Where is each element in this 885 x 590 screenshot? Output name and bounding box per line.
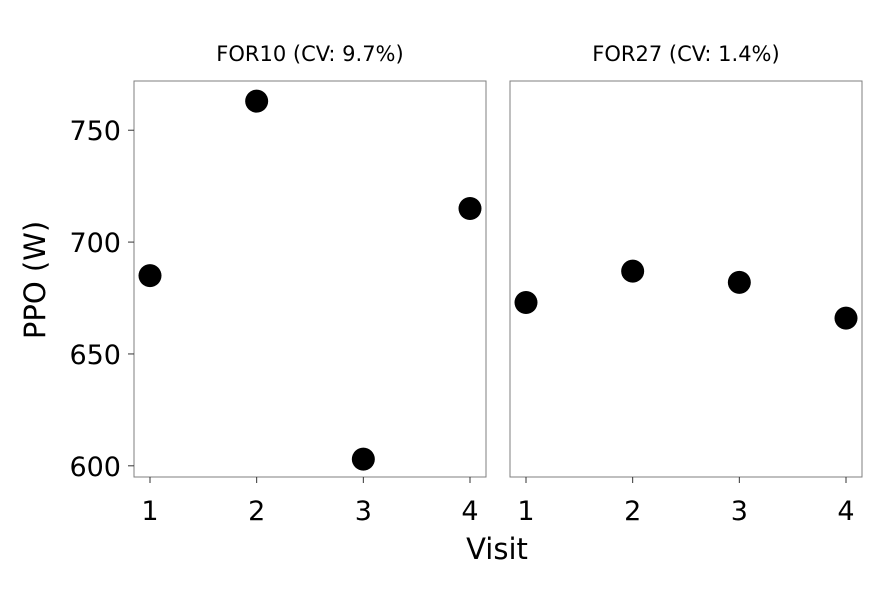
y-tick-label: 600 [69,452,121,483]
y-tick-label: 700 [69,228,121,259]
x-tick-label: 4 [461,496,478,527]
panel-border [509,80,863,478]
x-axis-title: Visit [466,532,528,566]
data-point [514,290,538,314]
facet-panel-1: FOR10 (CV: 9.7%) 1 2 3 4 600 650 700 750 [69,42,487,527]
x-tick-label: 1 [517,496,534,527]
panel-title: FOR27 (CV: 1.4%) [592,42,779,66]
data-point [245,89,269,113]
panel-border [133,80,487,478]
x-tick-label: 1 [141,496,158,527]
x-tick-label: 3 [731,496,748,527]
x-tick-label: 3 [355,496,372,527]
y-axis-title: PPO (W) [18,221,52,339]
data-point [138,264,162,288]
panels-layer: FOR10 (CV: 9.7%) 1 2 3 4 600 650 700 750 FOR27 (C… [69,42,863,527]
y-tick-label: 650 [69,340,121,371]
data-point [351,447,375,471]
x-tick-label: 4 [837,496,854,527]
y-tick-label: 750 [69,116,121,147]
data-point [458,197,482,221]
facet-panel-2: FOR27 (CV: 1.4%) 1 2 3 4 [509,42,863,527]
panel-title: FOR10 (CV: 9.7%) [216,42,403,66]
data-point [834,306,858,330]
x-tick-label: 2 [248,496,265,527]
x-tick-label: 2 [624,496,641,527]
data-point [727,270,751,294]
data-point [621,259,645,283]
